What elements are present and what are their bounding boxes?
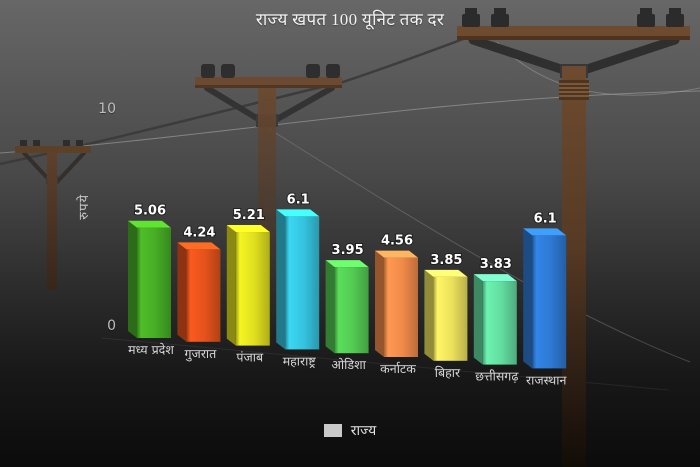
bar-column[interactable]	[285, 216, 320, 350]
bar-value-label: 3.83	[480, 257, 512, 272]
bar-top-face	[424, 269, 468, 277]
bar-side-face	[276, 209, 286, 350]
bar-group: 3.85 बिहार	[424, 252, 468, 380]
bar-value-label: 6.1	[534, 211, 557, 226]
legend[interactable]: राज्य	[0, 421, 700, 440]
bar-top-face	[325, 260, 369, 268]
bar-column[interactable]	[482, 281, 517, 365]
bar-group: 6.1 महाराष्ट्र	[276, 191, 320, 368]
bar-column[interactable]	[235, 232, 270, 346]
bar-column[interactable]	[137, 227, 171, 338]
bar-side-face	[226, 225, 236, 346]
bar-value-label: 5.06	[134, 204, 166, 219]
y-axis-tick-10: 10	[98, 101, 116, 117]
bar-side-face	[424, 269, 434, 361]
power-pole-left	[15, 140, 91, 290]
bar-group: 3.95 ओडिशा	[325, 242, 369, 372]
bar-column[interactable]	[433, 276, 468, 361]
x-axis-label: पंजाब	[236, 350, 264, 365]
bar-top-face	[473, 274, 517, 282]
bar-top-face	[523, 228, 567, 236]
bar-side-face	[375, 250, 384, 357]
legend-swatch[interactable]	[323, 424, 342, 437]
x-axis-label: ओडिशा	[331, 357, 366, 372]
y-axis-tick-0: 0	[107, 318, 116, 334]
bar-side-face	[325, 260, 335, 354]
bar-top-face	[226, 225, 270, 233]
bar-group: 6.1 राजस्थान	[523, 210, 567, 387]
legend-label[interactable]: राज्य	[350, 423, 377, 439]
bar-side-face	[177, 242, 187, 342]
x-axis-label: बिहार	[435, 365, 461, 380]
bar-value-label: 6.1	[287, 192, 310, 207]
bar-column[interactable]	[334, 267, 369, 354]
bar-value-label: 4.24	[183, 225, 215, 240]
x-axis-label: छत्तीसगढ़	[475, 369, 519, 384]
x-axis-label: गुजरात	[185, 346, 218, 362]
x-axis-label: राजस्थान	[526, 372, 567, 387]
bar-group: 3.83 छत्तीसगढ़	[473, 256, 519, 384]
bar-top-face	[177, 242, 221, 250]
bar-side-face	[523, 228, 533, 369]
bar-group: 4.56 कर्नाटक	[375, 233, 418, 376]
bar-column[interactable]	[384, 257, 418, 357]
bar-value-label: 3.95	[332, 243, 364, 258]
x-axis-label: मध्य प्रदेश	[128, 342, 174, 357]
bar-value-label: 4.56	[381, 234, 413, 249]
bar-side-face	[473, 274, 483, 365]
bar-group: 4.24 गुजरात	[177, 224, 221, 362]
bar-group: 5.06 मध्य प्रदेश	[128, 203, 174, 357]
x-axis-label: महाराष्ट्र	[283, 353, 317, 368]
bar-column[interactable]	[532, 235, 567, 369]
bar-column[interactable]	[186, 249, 221, 342]
bar-group: 5.21 पंजाब	[226, 207, 270, 365]
y-axis-title: रुपये	[77, 194, 92, 220]
x-axis-label: कर्नाटक	[380, 361, 416, 376]
bar-value-label: 5.21	[233, 208, 265, 223]
bar-value-label: 3.85	[430, 253, 462, 268]
bar-top-face	[276, 209, 320, 217]
bar-top-face	[375, 250, 418, 258]
bar-side-face	[128, 220, 137, 338]
power-pole-right	[457, 8, 690, 467]
bar-top-face	[128, 220, 171, 228]
chart-title: राज्य खपत 100 यूनिट तक दर	[255, 10, 445, 29]
